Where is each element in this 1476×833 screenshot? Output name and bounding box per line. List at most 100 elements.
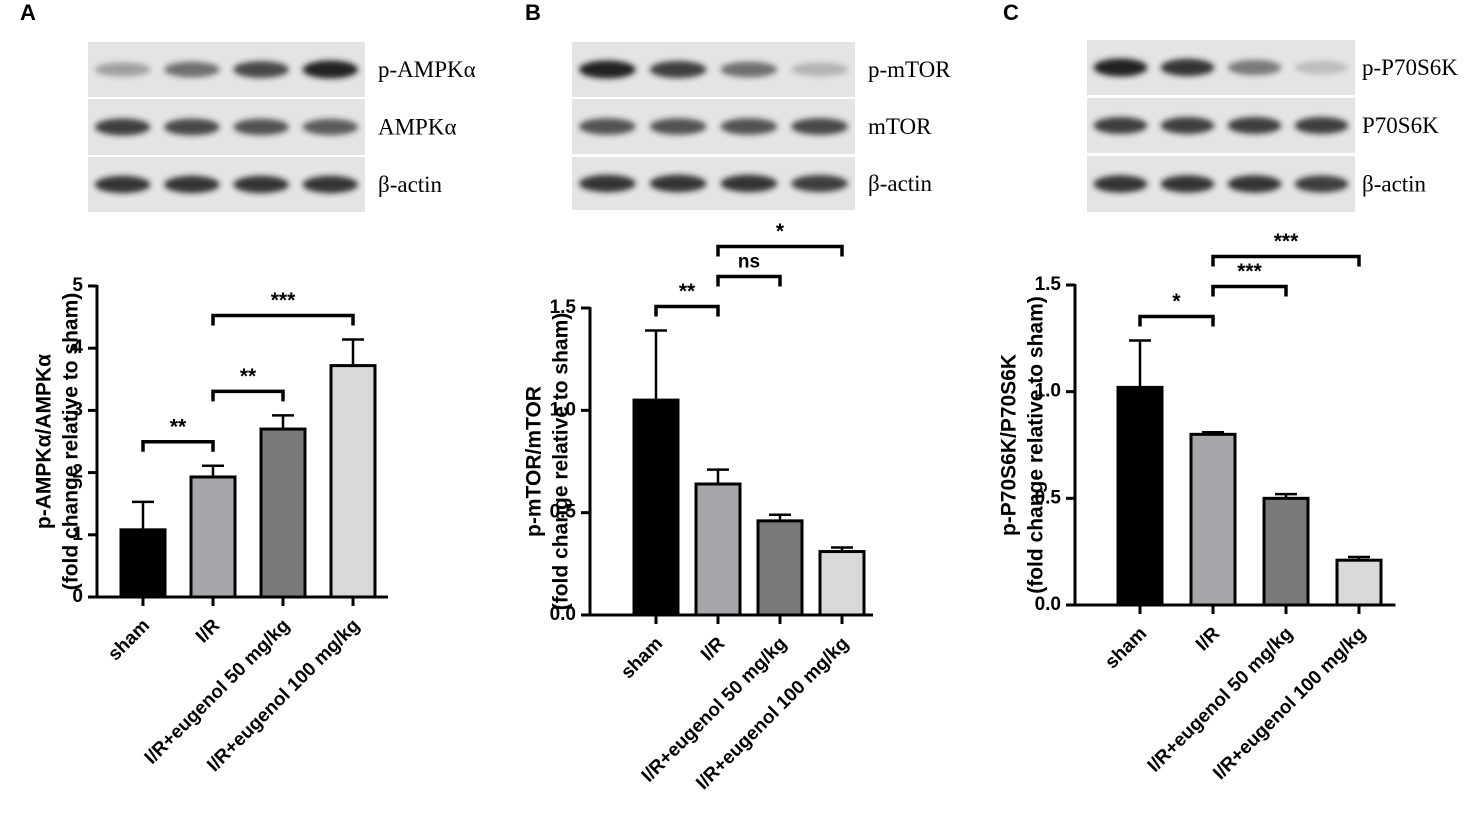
y-tick-label: 5 <box>72 275 83 296</box>
y-tick-label: 1.0 <box>550 399 576 420</box>
y-tick-label: 0 <box>72 586 83 607</box>
significance-label: *** <box>271 289 296 312</box>
blot-band <box>94 62 151 77</box>
significance-bracket <box>211 313 355 326</box>
significance-bracket <box>716 274 782 287</box>
blot-band <box>1227 116 1282 135</box>
x-tick-label: sham <box>1101 623 1151 673</box>
bar <box>1116 385 1164 607</box>
significance-label: *** <box>1274 230 1299 253</box>
blot-label: AMPKα <box>378 114 457 139</box>
panel-letter: C <box>1003 0 1019 25</box>
y-axis-label: (fold change relative to sham) <box>1025 296 1048 594</box>
blot-band <box>1227 59 1282 76</box>
bar-chart: 0 1 2 3 4 5 p-AMPKα/AMPKα (fold change relative… <box>33 275 388 776</box>
x-tick-label: sham <box>104 615 154 665</box>
x-tick-label: I/R+eugenol 100 mg/kg <box>1209 623 1370 784</box>
y-tick-label: 3 <box>72 399 83 420</box>
blot-band <box>720 174 778 193</box>
significance-label: ** <box>240 365 257 388</box>
x-tick-label: I/R <box>1192 623 1224 655</box>
blot-band <box>1093 58 1148 77</box>
blot-band <box>720 61 778 78</box>
blot-label: mTOR <box>868 114 932 139</box>
blot-band <box>649 174 707 193</box>
blot-band <box>579 174 636 193</box>
y-axis-label: (fold change relative to sham) <box>550 313 573 611</box>
y-axis-label: p-mTOR/mTOR <box>523 386 546 537</box>
blot-band <box>1160 116 1215 135</box>
blot-band <box>1160 175 1215 193</box>
bar-chart: 0.0 0.5 1.0 1.5 p-P70S6K/P70S6K (fold change … <box>998 230 1396 784</box>
blot-band <box>233 118 289 136</box>
bar <box>756 519 804 617</box>
blot-band <box>302 175 359 194</box>
blot-label: p-mTOR <box>868 57 951 82</box>
blot-band <box>579 60 636 79</box>
blot-band <box>1294 175 1349 193</box>
blot-label: p-AMPKα <box>378 57 476 82</box>
x-tick-label: sham <box>617 633 667 683</box>
significance-label: *** <box>1237 260 1262 283</box>
bar <box>694 482 742 617</box>
blot-label: β-actin <box>1362 171 1427 196</box>
significance-bracket <box>716 244 844 257</box>
blot-label: p-P70S6K <box>1362 55 1458 80</box>
y-tick-label: 0.5 <box>1035 487 1062 508</box>
y-tick-label: 1.5 <box>550 297 577 318</box>
bar <box>259 427 307 599</box>
bar <box>632 398 680 617</box>
western-blot: p-mTOR mTOR β-actin <box>572 42 951 210</box>
x-tick-label: I/R+eugenol 50 mg/kg <box>1144 623 1297 776</box>
y-axis-label: p-AMPKα/AMPKα <box>33 354 56 529</box>
significance-bracket <box>654 304 720 317</box>
blot-label: β-actin <box>868 171 933 196</box>
blot-band <box>791 62 848 77</box>
x-tick-label: I/R <box>697 633 729 665</box>
y-tick-label: 1.5 <box>1035 274 1062 295</box>
blot-band <box>164 118 220 136</box>
western-blot: p-AMPKα AMPKα β-actin <box>88 42 476 212</box>
blot-band <box>1294 116 1349 135</box>
blot-band <box>1093 175 1148 193</box>
blot-band <box>791 174 848 193</box>
x-tick-label: I/R+eugenol 50 mg/kg <box>141 615 294 768</box>
bar <box>1262 496 1310 607</box>
western-blot: p-P70S6K P70S6K β-actin <box>1087 40 1458 212</box>
blot-band <box>233 61 289 78</box>
y-axis-label: (fold change relative to sham) <box>60 293 83 591</box>
blot-band <box>164 61 220 78</box>
y-tick-label: 1.0 <box>1035 381 1061 402</box>
blot-band <box>649 60 707 79</box>
y-tick-label: 0.5 <box>550 502 577 523</box>
bar <box>1189 432 1237 607</box>
blot-band <box>302 60 359 79</box>
y-tick-label: 0.0 <box>1035 594 1061 615</box>
significance-bracket <box>211 389 285 402</box>
blot-band <box>94 175 151 194</box>
y-axis-label: p-P70S6K/P70S6K <box>998 354 1021 536</box>
bar <box>818 550 866 617</box>
significance-label: ** <box>170 415 187 438</box>
blot-band <box>94 118 151 136</box>
blot-band <box>233 175 289 194</box>
blot-band <box>1294 60 1349 75</box>
blot-band <box>791 118 848 135</box>
blot-band <box>1227 175 1282 193</box>
bar <box>119 528 167 599</box>
blot-label: β-actin <box>378 172 443 197</box>
blot-label: P70S6K <box>1362 113 1439 138</box>
blot-band <box>302 118 359 136</box>
significance-label: ns <box>738 252 760 273</box>
bar <box>1335 558 1383 607</box>
significance-bracket <box>1211 254 1361 267</box>
bar <box>189 475 237 599</box>
significance-label: * <box>1172 290 1181 313</box>
bar-chart: 0.0 0.5 1.0 1.5 p-mTOR/mTOR (fold change rela… <box>523 220 873 794</box>
blot-band <box>1160 58 1215 77</box>
y-tick-label: 2 <box>72 462 83 483</box>
blot-band <box>1093 116 1148 135</box>
significance-bracket <box>1138 314 1215 327</box>
panel-letter: B <box>525 0 541 25</box>
